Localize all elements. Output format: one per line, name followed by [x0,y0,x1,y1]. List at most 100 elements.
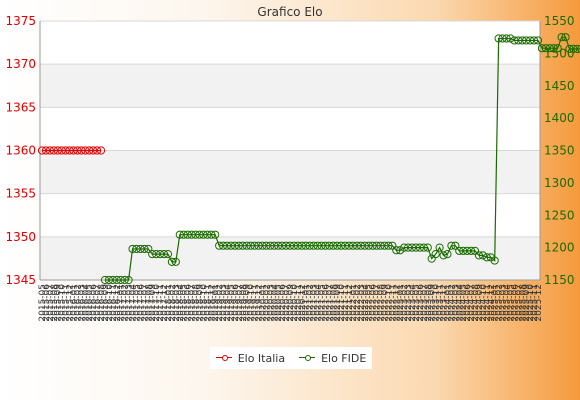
data-point [183,230,192,239]
data-point [325,241,334,250]
x-tick-label: 2023-04 [408,284,418,322]
y-right-tick-label: 1500 [544,46,575,60]
data-point [266,241,275,250]
data-point [215,241,224,250]
x-tick-label: 2022-11 [388,284,398,322]
data-point [333,241,342,250]
data-point [482,253,491,262]
x-tick-label: 2019-10 [247,284,257,322]
data-point [561,33,570,42]
x-tick-label: 2020-03 [266,284,276,322]
data-point [53,146,62,155]
x-tick-label: 2015-08 [50,284,60,322]
x-axis: 2015-052015-062015-072015-082015-092015-… [38,279,544,322]
data-point [199,230,208,239]
data-point [179,230,188,239]
y-right-tick-label: 1350 [544,144,575,158]
x-tick-label: 2016-06 [89,284,99,322]
data-point [281,241,291,250]
x-tick-label: 2019-09 [243,284,253,322]
data-point [132,244,141,254]
x-tick-label: 2022-03 [357,284,367,322]
data-point [89,146,98,155]
x-tick-label: 2017-11 [156,284,166,322]
data-point [191,230,200,239]
data-point [85,146,94,155]
x-tick-label: 2021-12 [345,284,355,322]
data-point [407,243,417,252]
x-tick-label: 2017-03 [125,284,135,322]
data-point [502,34,511,43]
x-tick-label: 2025-05 [506,284,516,322]
y-left-tick-label: 1360 [5,144,36,158]
x-tick-label: 2018-11 [203,284,213,322]
x-tick-label: 2018-04 [176,284,186,322]
x-tick-label: 2024-12 [487,284,497,322]
legend-label: Elo Italia [237,351,286,365]
data-point [234,241,243,250]
data-point [301,241,310,250]
x-tick-label: 2025-03 [499,284,509,322]
data-point [321,241,330,250]
x-tick-label: 2025-10 [526,284,536,322]
x-tick-label: 2023-05 [412,284,422,322]
y-axis-left: 1345 1350 1355 1360 1365 1370 1375 [5,14,41,287]
x-tick-label: 2025-01 [491,284,501,322]
data-point [61,146,70,155]
y-right-tick-label: 1300 [544,176,575,190]
x-tick-label: 2017-04 [129,284,139,322]
data-point [411,243,421,252]
x-tick-label: 2021-07 [325,284,335,322]
data-point [313,241,322,250]
legend-marker-icon [299,353,316,363]
data-point [569,44,578,53]
plot-band [40,64,540,108]
x-tick-label: 2023-09 [428,284,438,322]
data-point [348,241,358,250]
x-tick-label: 2018-10 [199,284,209,322]
x-tick-label: 2023-03 [404,284,414,322]
data-point [41,146,51,155]
x-tick-label: 2025-08 [518,284,528,322]
data-point [171,257,180,266]
x-tick-label: 2017-10 [152,284,162,322]
data-point [459,246,468,255]
x-tick-label: 2020-06 [278,284,288,322]
data-point [250,241,259,250]
x-tick-label: 2018-01 [164,284,174,322]
data-point [167,257,177,266]
x-tick-label: 2021-05 [317,284,327,322]
data-point [155,250,165,259]
y-left-tick-label: 1355 [5,187,36,201]
data-point [372,241,381,250]
data-point [549,44,558,53]
data-point [341,241,350,250]
x-tick-label: 2019-04 [223,284,233,322]
data-point [120,275,129,285]
x-tick-label: 2023-08 [424,284,434,322]
data-point [376,241,385,250]
x-tick-label: 2019-02 [215,284,225,322]
data-point [222,241,232,250]
data-point [317,241,326,250]
data-point [81,146,90,155]
data-point [148,250,157,259]
data-point [510,36,519,45]
x-tick-label: 2023-01 [396,284,406,322]
data-point [238,241,247,250]
x-tick-label: 2020-01 [258,284,268,322]
legend-item-elo-italia[interactable]: Elo Italia [215,351,286,365]
data-point [96,146,106,155]
x-tick-label: 2023-12 [440,284,450,322]
y-left-tick-label: 1375 [5,14,36,28]
legend-item-elo-fide[interactable]: Elo FIDE [299,352,366,365]
data-point [514,36,523,45]
x-tick-label: 2025-02 [495,284,505,322]
data-point [159,250,169,259]
x-tick-label: 2021-04 [314,284,324,322]
y-right-tick-label: 1250 [544,208,575,222]
data-point [45,146,54,155]
data-point [289,241,299,250]
x-tick-label: 2015-07 [46,284,56,322]
